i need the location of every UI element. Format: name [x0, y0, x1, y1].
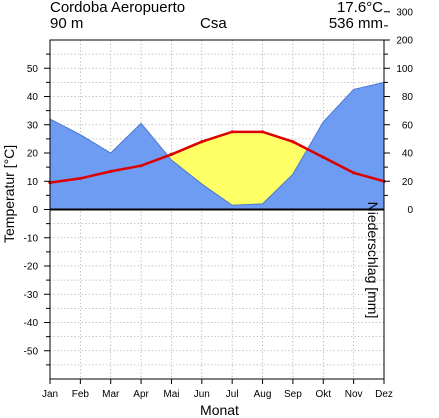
temperature-point — [200, 140, 204, 144]
temperature-tick-label: -20 — [24, 262, 39, 273]
temperature-tick-label: -30 — [24, 290, 39, 301]
month-tick-label: Mai — [163, 389, 179, 400]
precipitation-line — [49, 81, 385, 206]
precipitation-tick-label: 100 — [396, 64, 413, 75]
temperature-point — [109, 169, 113, 173]
temperature-tick-label: 10 — [27, 177, 39, 188]
precipitation-tick-label: 0 — [407, 205, 413, 216]
month-tick-label: Mar — [102, 389, 120, 400]
temperature-point — [169, 152, 174, 157]
x-axis-label: Monat — [200, 402, 239, 418]
temperature-tick-label: 50 — [27, 64, 39, 75]
precipitation-tick-label: 80 — [402, 92, 414, 103]
temperature-point — [291, 140, 295, 144]
station-name: Cordoba Aeropuerto — [50, 0, 186, 16]
y-axis-label-left: Temperatur [°C] — [1, 144, 17, 243]
temperature-axis: -50 -40 -30 -20 -10 0 10 20 30 40 50 — [24, 53, 50, 366]
y-axis-label-right: Niederschlag [mm] — [365, 201, 381, 319]
month-tick-label: Aug — [254, 389, 272, 400]
temperature-tick-label: 40 — [27, 92, 39, 103]
temperature-line — [49, 130, 385, 184]
temperature-point — [139, 164, 143, 168]
temperature-points — [48, 130, 386, 185]
month-axis: Jan Feb Mar Apr Mai Jun Jul Aug Sep Okt Nov Dez — [42, 379, 393, 400]
month-tick-label: Jul — [226, 389, 239, 400]
precipitation-area — [50, 82, 384, 210]
temperature-tick-label: 30 — [27, 120, 39, 131]
precipitation-tick-label: 20 — [402, 177, 414, 188]
temperature-tick-label: 20 — [27, 149, 39, 160]
climate-class: Csa — [200, 15, 227, 32]
arid-period-area — [168, 131, 308, 206]
temperature-tick-label: 0 — [32, 205, 38, 216]
station-elevation: 90 m — [50, 15, 84, 32]
temperature-tick-label: -10 — [24, 233, 39, 244]
annual-precipitation: 536 mm — [328, 15, 383, 32]
month-tick-label: Jan — [42, 389, 58, 400]
precipitation-axis: 020406080100200300400500600700800900 — [384, 7, 414, 216]
month-tick-label: Feb — [72, 389, 90, 400]
temperature-tick-label: -40 — [24, 318, 39, 329]
month-tick-label: Nov — [345, 389, 363, 400]
temperature-point — [230, 130, 234, 134]
month-tick-label: Okt — [315, 389, 331, 400]
temperature-point — [78, 176, 82, 181]
precipitation-tick-label: 60 — [402, 120, 414, 131]
precipitation-tick-label: 200 — [396, 36, 413, 47]
precipitation-tick-label: 40 — [402, 149, 414, 160]
mean-temperature: 17.6°C — [336, 0, 383, 16]
month-tick-label: Dez — [375, 389, 393, 400]
month-tick-label: Sep — [284, 389, 302, 400]
month-tick-label: Jun — [194, 389, 210, 400]
month-tick-label: Apr — [133, 389, 149, 400]
temperature-point — [352, 171, 356, 175]
temperature-point — [321, 155, 325, 159]
temperature-point — [260, 130, 265, 134]
precipitation-tick-label: 300 — [396, 7, 413, 18]
temperature-tick-label: -50 — [24, 346, 39, 357]
